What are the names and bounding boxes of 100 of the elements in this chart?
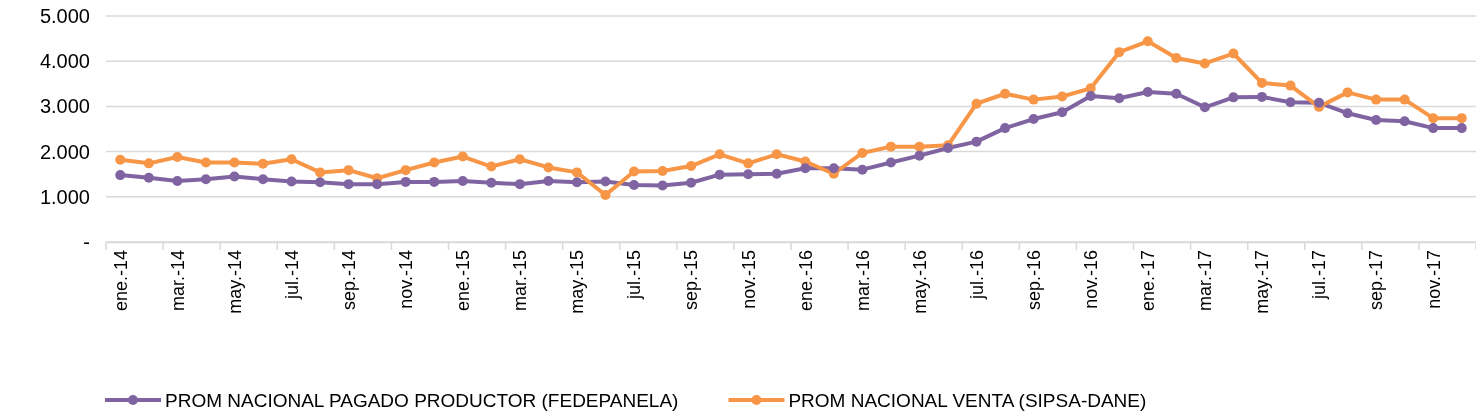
x-tick-label: ene.-14 [110, 250, 131, 312]
x-tick-label: sep.-14 [338, 250, 359, 311]
point [1228, 92, 1239, 103]
point [343, 179, 354, 190]
point [1028, 94, 1039, 105]
point [372, 179, 383, 190]
x-tick-label: jul.-17 [1309, 250, 1330, 301]
point [257, 158, 268, 169]
point [343, 165, 354, 176]
point [286, 154, 297, 165]
point [1342, 108, 1353, 119]
point [629, 180, 640, 191]
point [857, 147, 868, 158]
point [800, 163, 811, 174]
point [686, 177, 697, 188]
x-tick-label: may.-17 [1252, 250, 1273, 314]
point [429, 157, 440, 168]
legend-label: PROM NACIONAL VENTA (SIPSA-DANE) [788, 389, 1147, 411]
point [200, 157, 211, 168]
x-tick-label: sep.-16 [1023, 250, 1044, 311]
x-tick-label: mar.-17 [1195, 250, 1216, 312]
point [1399, 94, 1410, 105]
point [914, 150, 925, 161]
point [1371, 94, 1382, 105]
point [400, 176, 411, 187]
point [686, 161, 697, 172]
x-tick-label: nov.-17 [1423, 250, 1444, 309]
point [1171, 88, 1182, 99]
point [1314, 97, 1325, 108]
point [457, 175, 468, 186]
point [1399, 116, 1410, 127]
point [971, 136, 982, 147]
point [1142, 36, 1153, 47]
point [1456, 113, 1467, 124]
point [1171, 53, 1182, 64]
y-tick-label: - [83, 230, 90, 253]
x-tick-label: sep.-17 [1366, 250, 1387, 311]
x-tick-label: jul.-16 [966, 250, 987, 301]
point [200, 174, 211, 185]
point [429, 176, 440, 187]
point [400, 165, 411, 176]
point [1000, 88, 1011, 99]
point [1428, 113, 1439, 124]
point [571, 177, 582, 188]
point [172, 175, 183, 186]
point [1428, 123, 1439, 134]
point [1342, 87, 1353, 98]
y-tick-label: 3.000 [39, 95, 90, 118]
point [514, 154, 525, 165]
point [1085, 91, 1096, 101]
point [143, 172, 154, 183]
point [229, 171, 240, 182]
x-tick-label: mar.-15 [510, 250, 531, 312]
point [1256, 77, 1267, 88]
point [229, 157, 240, 168]
point [771, 149, 782, 160]
point [1199, 58, 1210, 69]
point [486, 177, 497, 188]
x-tick-label: nov.-14 [395, 250, 416, 309]
point [743, 158, 754, 169]
point [514, 179, 525, 190]
point [857, 164, 868, 175]
x-tick-label: may.-14 [224, 250, 245, 314]
point [1114, 47, 1125, 58]
point [600, 176, 611, 187]
point [743, 169, 754, 180]
x-tick-label: mar.-16 [852, 250, 873, 312]
point [971, 98, 982, 109]
point [1114, 93, 1125, 104]
point [571, 167, 582, 178]
point [657, 180, 668, 191]
point [486, 161, 497, 172]
x-tick-label: sep.-15 [681, 250, 702, 311]
point [286, 176, 297, 187]
x-tick-label: nov.-15 [738, 250, 759, 309]
point [1057, 91, 1068, 102]
x-tick-label: ene.-16 [795, 250, 816, 312]
point [1000, 123, 1011, 134]
point [115, 154, 126, 165]
point [714, 169, 725, 180]
point [885, 141, 896, 152]
point [543, 162, 554, 173]
x-tick-label: jul.-15 [624, 250, 645, 301]
point [172, 152, 183, 163]
x-tick-label: mar.-14 [167, 250, 188, 312]
point [257, 174, 268, 185]
point [600, 189, 611, 200]
point [315, 177, 326, 188]
y-tick-label: 1.000 [39, 185, 90, 208]
point [914, 141, 925, 152]
point [1228, 48, 1239, 59]
point [457, 151, 468, 162]
legend-label: PROM NACIONAL PAGADO PRODUCTOR (FEDEPANELA) [165, 389, 679, 411]
x-tick-label: ene.-15 [453, 250, 474, 312]
point [1285, 80, 1296, 91]
point [629, 166, 640, 177]
point [1456, 123, 1467, 134]
point [828, 163, 839, 174]
point [1199, 102, 1210, 113]
x-tick-label: jul.-14 [281, 250, 302, 301]
